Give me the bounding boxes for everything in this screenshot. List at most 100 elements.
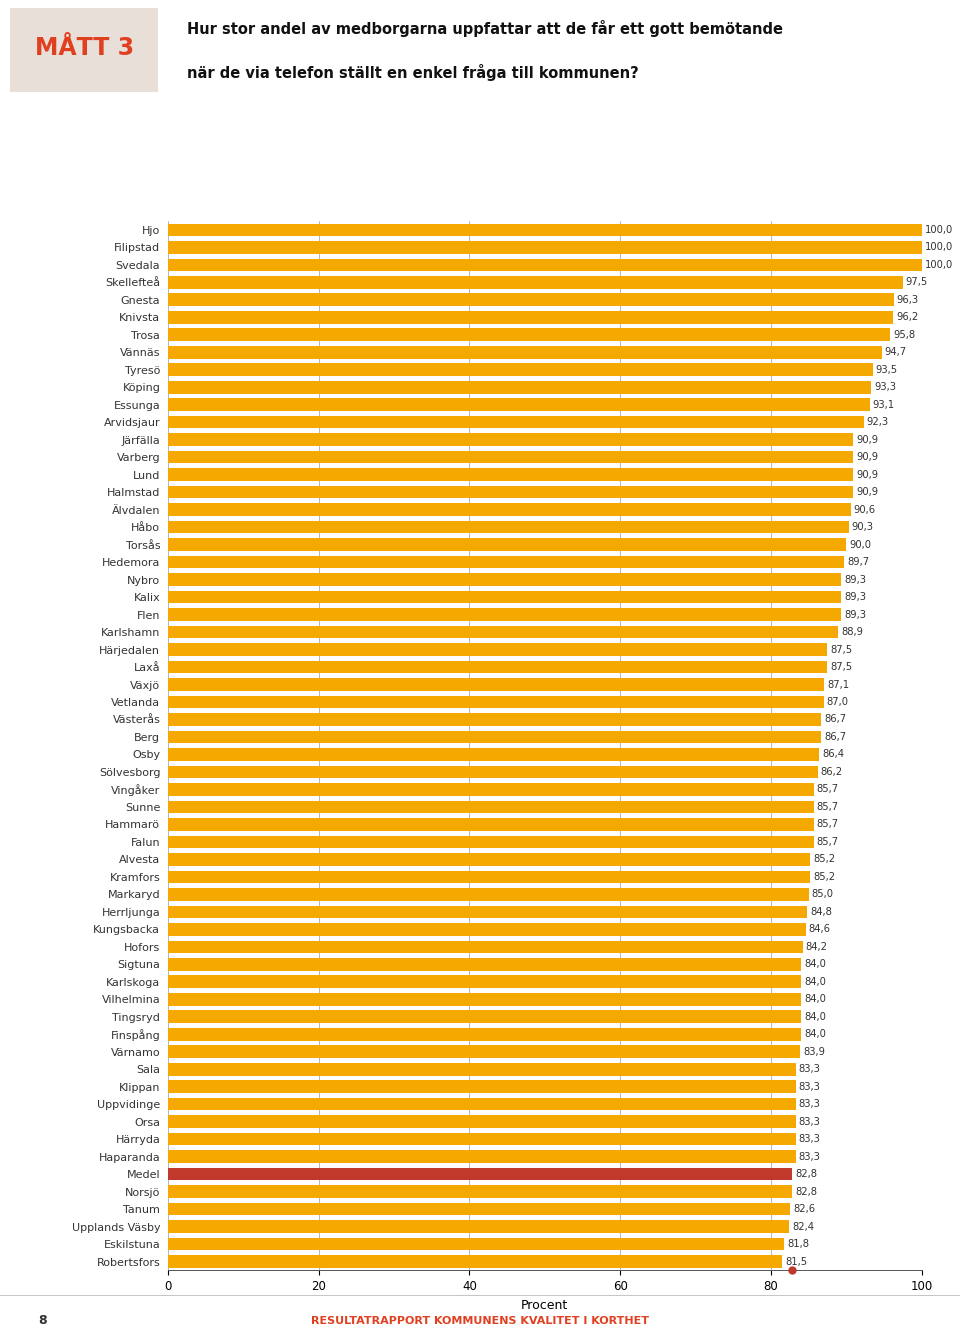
Text: 85,0: 85,0: [811, 890, 833, 899]
Text: 87,5: 87,5: [830, 662, 852, 673]
Text: 82,8: 82,8: [795, 1187, 817, 1197]
Bar: [168, 259, 922, 271]
Text: 93,5: 93,5: [876, 364, 898, 375]
Text: 87,0: 87,0: [827, 697, 849, 708]
Text: 90,3: 90,3: [852, 523, 874, 532]
Text: 89,3: 89,3: [844, 575, 866, 584]
Text: 84,8: 84,8: [810, 907, 832, 917]
Text: 86,7: 86,7: [825, 732, 847, 742]
Bar: [168, 521, 849, 533]
Bar: [168, 328, 890, 342]
Text: 83,3: 83,3: [799, 1116, 821, 1127]
Text: 84,6: 84,6: [808, 925, 830, 934]
Text: Hur stor andel av medborgarna uppfattar att de får ett gott bemötande: Hur stor andel av medborgarna uppfattar …: [187, 20, 783, 36]
Text: 83,3: 83,3: [799, 1151, 821, 1162]
Text: 8: 8: [38, 1315, 47, 1327]
Text: 85,2: 85,2: [813, 855, 835, 864]
Text: 83,3: 83,3: [799, 1134, 821, 1144]
Bar: [168, 695, 824, 709]
Text: 89,3: 89,3: [844, 610, 866, 619]
Bar: [168, 783, 814, 796]
Text: 87,1: 87,1: [828, 679, 850, 690]
Bar: [168, 958, 801, 970]
Text: 90,6: 90,6: [853, 505, 876, 515]
Bar: [168, 363, 873, 377]
Text: 90,9: 90,9: [856, 469, 878, 480]
Text: 84,2: 84,2: [805, 942, 828, 951]
Bar: [168, 398, 870, 411]
Bar: [168, 608, 841, 620]
Text: RESULTATRAPPORT KOMMUNENS KVALITET I KORTHET: RESULTATRAPPORT KOMMUNENS KVALITET I KOR…: [311, 1316, 649, 1325]
Text: 85,7: 85,7: [817, 801, 839, 812]
Text: 84,0: 84,0: [804, 1029, 826, 1040]
Bar: [168, 1256, 782, 1268]
Bar: [168, 765, 818, 779]
Text: 100,0: 100,0: [924, 243, 953, 252]
Bar: [168, 661, 828, 673]
Bar: [168, 1203, 790, 1215]
Bar: [168, 1221, 789, 1233]
Bar: [168, 224, 922, 236]
FancyBboxPatch shape: [10, 8, 158, 92]
Text: 86,7: 86,7: [825, 714, 847, 725]
Bar: [168, 854, 810, 866]
Text: 95,8: 95,8: [893, 330, 915, 340]
Text: när de via telefon ställt en enkel fråga till kommunen?: när de via telefon ställt en enkel fråga…: [187, 64, 639, 80]
Text: 83,3: 83,3: [799, 1064, 821, 1075]
Text: 93,3: 93,3: [875, 382, 896, 393]
Bar: [168, 1238, 784, 1250]
Text: 85,7: 85,7: [817, 838, 839, 847]
Bar: [168, 993, 801, 1005]
Text: 84,0: 84,0: [804, 1012, 826, 1022]
Text: 86,2: 86,2: [821, 766, 843, 777]
Text: 88,9: 88,9: [841, 627, 863, 636]
Bar: [168, 748, 819, 761]
X-axis label: Procent: Procent: [521, 1298, 568, 1312]
Text: 82,6: 82,6: [794, 1205, 816, 1214]
Text: 97,5: 97,5: [906, 277, 928, 287]
Bar: [168, 800, 814, 813]
Bar: [168, 906, 807, 918]
Text: 82,8: 82,8: [795, 1168, 817, 1179]
Text: 83,3: 83,3: [799, 1081, 821, 1092]
Bar: [168, 556, 844, 568]
Bar: [168, 433, 853, 446]
Bar: [168, 871, 810, 883]
Text: MÅTT 3: MÅTT 3: [35, 36, 134, 60]
Bar: [168, 1097, 796, 1111]
Bar: [168, 293, 894, 306]
Text: 84,0: 84,0: [804, 994, 826, 1004]
Text: 90,9: 90,9: [856, 434, 878, 445]
Text: 100,0: 100,0: [924, 260, 953, 269]
Text: 90,0: 90,0: [850, 540, 872, 549]
Bar: [168, 643, 828, 655]
Bar: [168, 381, 871, 394]
Bar: [168, 346, 881, 359]
Bar: [168, 819, 814, 831]
Bar: [168, 1168, 792, 1181]
Bar: [168, 1115, 796, 1128]
Text: 81,8: 81,8: [787, 1240, 809, 1249]
Bar: [168, 1063, 796, 1076]
Bar: [168, 486, 853, 498]
Text: 96,2: 96,2: [896, 312, 918, 323]
Bar: [168, 539, 847, 551]
Text: 82,4: 82,4: [792, 1222, 814, 1231]
Bar: [168, 1028, 801, 1041]
Bar: [168, 1186, 792, 1198]
Text: 85,7: 85,7: [817, 784, 839, 795]
Text: 81,5: 81,5: [785, 1257, 807, 1266]
Text: 89,3: 89,3: [844, 592, 866, 602]
Text: 94,7: 94,7: [885, 347, 907, 358]
Text: 83,9: 83,9: [804, 1047, 826, 1057]
Bar: [168, 591, 841, 603]
Bar: [168, 311, 893, 323]
Bar: [168, 730, 822, 744]
Bar: [168, 941, 803, 953]
Text: 93,1: 93,1: [873, 399, 895, 410]
Text: 84,0: 84,0: [804, 977, 826, 986]
Bar: [168, 626, 838, 638]
Bar: [168, 1150, 796, 1163]
Text: 84,0: 84,0: [804, 959, 826, 969]
Bar: [168, 1010, 801, 1022]
